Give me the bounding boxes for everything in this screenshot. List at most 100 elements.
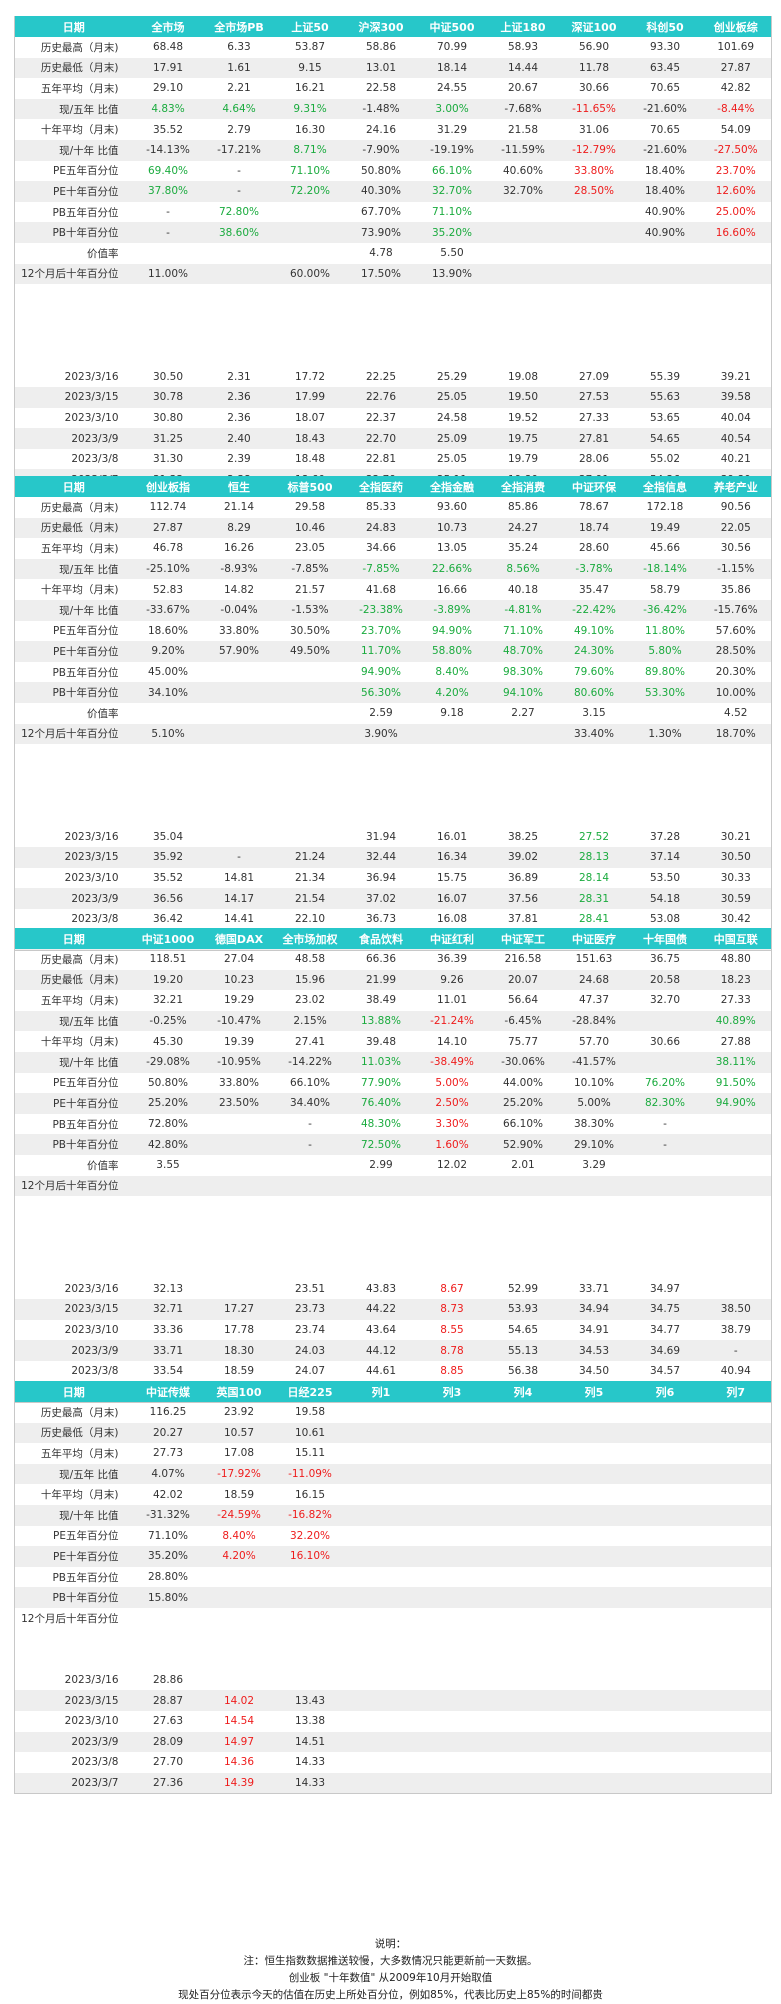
table-cell: 19.58 — [294, 1406, 326, 1419]
row-label: 五年平均（月末) — [40, 994, 119, 1007]
date-row: 2023/3/16 35.04 31.94 16.01 38.25 27.52 37.28 3… — [15, 827, 772, 848]
table-cell — [488, 1443, 559, 1464]
table-cell — [345, 1504, 417, 1526]
column-header: 全指医药 — [345, 476, 417, 497]
table-cell — [559, 1711, 630, 1732]
table-cell: 151.63 — [575, 953, 613, 966]
table-cell: 25.05 — [436, 453, 468, 466]
table-cell: 94.90% — [431, 624, 473, 637]
table-cell — [488, 1567, 559, 1588]
metric-row: 12个月后十年百分位 11.00% 60.00% 17.50% 13.90% — [14, 263, 772, 285]
table-cell: -0.25% — [132, 1010, 204, 1032]
spacer-cell — [275, 284, 346, 305]
spacer-cell — [133, 325, 204, 346]
table-cell — [487, 1175, 559, 1197]
table-cell — [416, 1422, 488, 1444]
spacer-cell — [559, 305, 630, 326]
table-cell — [629, 1731, 701, 1753]
table-cell: 2.36 — [227, 411, 251, 424]
table-cell: 15.80% — [132, 1587, 204, 1608]
table-cell — [275, 1670, 346, 1691]
table-cell — [416, 723, 488, 745]
row-label: PB十年百分位 — [14, 1587, 133, 1608]
spacer-cell — [630, 1649, 701, 1670]
table-cell: 101.69 — [717, 41, 755, 54]
table-cell — [203, 1175, 275, 1197]
notes-line-1: 注：恒生指数数据推送较慢，大多数情况只能更新前一天数据。 — [243, 1955, 538, 1967]
table-cell: 40.94 — [720, 1365, 751, 1378]
table-cell: 10.23 — [203, 969, 275, 991]
table-cell: 11.70% — [345, 641, 417, 662]
table-cell: 44.00% — [502, 1076, 544, 1089]
spacer-cell — [559, 806, 630, 827]
column-header: 列7 — [700, 1381, 772, 1402]
metric-row: PE十年百分位 35.20% 4.20% 16.10% — [14, 1546, 772, 1567]
table-cell: 48.80 — [720, 953, 751, 966]
table-cell — [488, 1608, 559, 1629]
table-cell — [203, 723, 275, 745]
table-cell: 72.80% — [218, 206, 260, 219]
spacer-cell — [15, 305, 133, 326]
table-cell: 15.75 — [436, 871, 468, 884]
table-cell — [701, 1752, 772, 1773]
spacer-cell — [417, 744, 488, 765]
spacer-cell — [630, 284, 701, 305]
table-cell: 13.38 — [294, 1715, 326, 1728]
table-cell — [700, 1175, 772, 1197]
table-cell: 30.66 — [578, 82, 610, 95]
table-cell: 82.30% — [629, 1093, 701, 1114]
spacer-cell — [275, 744, 346, 765]
table-cell: 31.30 — [152, 453, 184, 466]
table-cell: 32.71 — [132, 1299, 204, 1320]
table-cell: 34.75 — [629, 1299, 701, 1320]
spacer-cell — [204, 1629, 275, 1650]
spacer-cell — [417, 1649, 488, 1670]
row-label: 现/十年 比值 — [14, 599, 133, 621]
table-cell: 8.29 — [203, 517, 275, 539]
spacer-cell — [204, 284, 275, 305]
table-cell: -7.68% — [487, 98, 559, 120]
column-header: 中证500 — [416, 16, 488, 37]
table-cell: 30.33 — [720, 871, 751, 884]
table-cell: 27.53 — [558, 387, 630, 408]
spacer-cell — [346, 1649, 417, 1670]
row-label: PB五年百分位 — [52, 206, 119, 219]
metric-row: 历史最低（月末) 17.91 1.61 9.15 13.01 18.14 14.44 11.7… — [14, 57, 772, 79]
row-label: 2023/3/16 — [64, 370, 119, 383]
valuation-table-4: 日期 中证传媒 英国100 日经225 列1 列3 列4 列5 列6 列7 历史最高（月末) 116.… — [14, 1381, 772, 1795]
spacer-cell — [133, 744, 204, 765]
date-row: 2023/3/10 27.63 14.54 13.38 — [15, 1711, 772, 1732]
table-cell — [701, 1114, 772, 1135]
table-cell: 58.93 — [507, 41, 539, 54]
spacer-cell — [559, 325, 630, 346]
column-header: 全指金融 — [416, 476, 488, 497]
table-cell: 44.22 — [345, 1299, 417, 1320]
table-cell: 3.30% — [435, 1118, 469, 1131]
table-cell — [274, 1175, 346, 1197]
row-label: 现/五年 比值 — [14, 98, 133, 120]
table-cell — [559, 1608, 630, 1629]
table-cell: -21.60% — [629, 139, 701, 161]
spacer-cell — [701, 284, 772, 305]
table-cell — [559, 1484, 630, 1505]
table-cell: 19.75 — [487, 428, 559, 449]
table-cell — [204, 1114, 275, 1135]
date-row: 2023/3/8 36.42 14.41 22.10 36.73 16.08 37.81 28… — [15, 909, 772, 930]
table-cell — [416, 1546, 488, 1567]
spacer-cell — [133, 1237, 204, 1258]
table-cell — [274, 222, 346, 243]
table-cell: 90.56 — [720, 501, 751, 514]
column-header: 日期 — [14, 16, 133, 37]
spacer-cell — [346, 765, 417, 786]
table-cell: 23.05 — [294, 542, 326, 555]
table-cell: 38.30% — [573, 1118, 615, 1131]
table-cell: 57.90% — [203, 641, 275, 662]
row-label: 现/十年 比值 — [14, 1051, 133, 1073]
spacer-row — [15, 1258, 772, 1279]
table-cell: 43.64 — [365, 1323, 397, 1336]
spacer-cell — [488, 284, 559, 305]
table-cell: 1.60% — [416, 1134, 488, 1155]
row-label: 2023/3/15 — [14, 387, 133, 408]
column-header: 列4 — [487, 1381, 559, 1402]
row-label: 现/十年 比值 — [14, 139, 133, 161]
